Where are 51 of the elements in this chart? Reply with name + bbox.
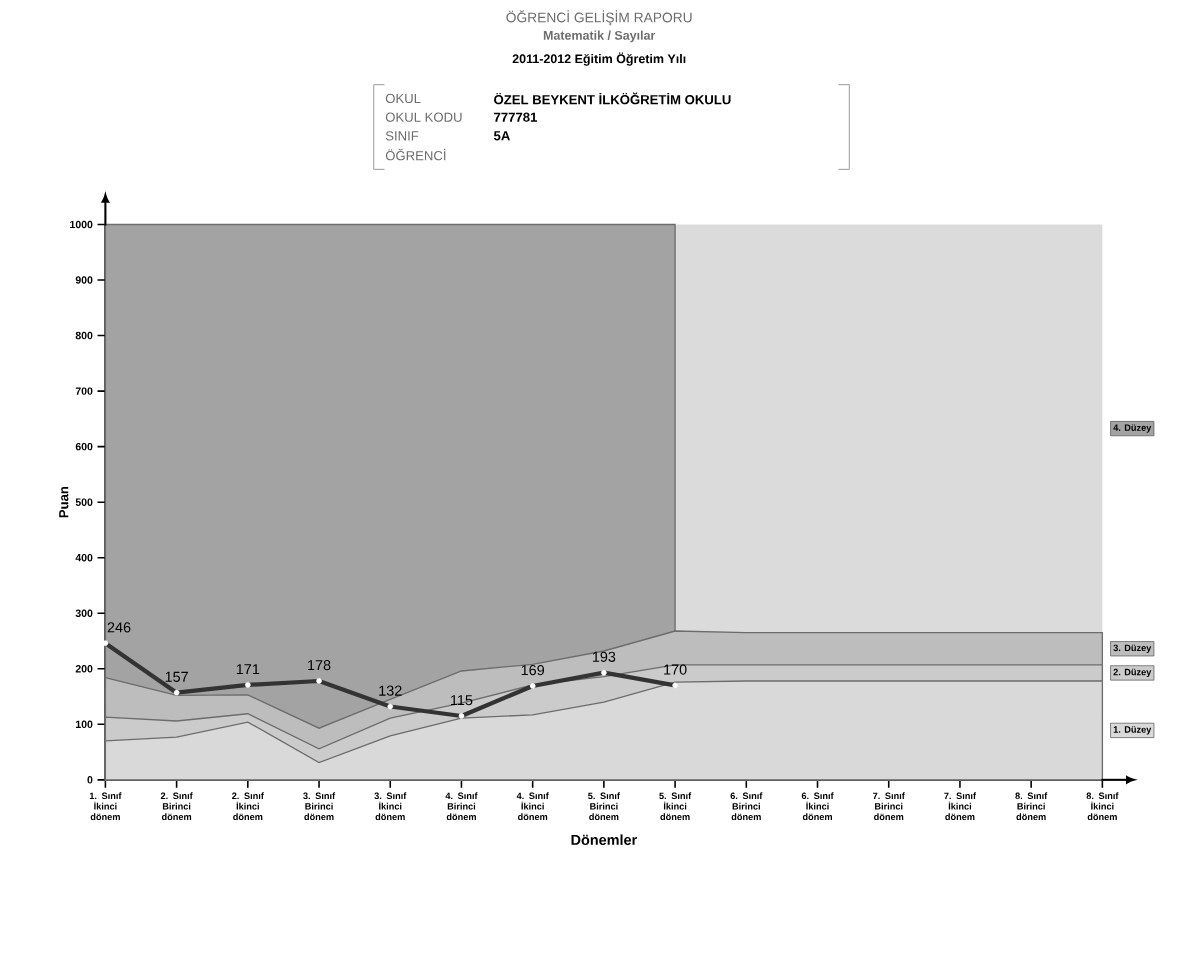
y-axis-title: Puan	[59, 486, 69, 518]
data-label: 115	[451, 695, 473, 706]
y-tick-label: 500	[75, 498, 93, 506]
y-tick-label: 0	[87, 776, 93, 784]
x-tick-label: 7. Sınıf İkinci dönem	[944, 792, 977, 821]
x-tick-label: 8. Sınıf Birinci dönem	[1015, 792, 1048, 821]
series-label: 1. Düzey	[1113, 726, 1152, 735]
text: 4. Düzey	[1113, 424, 1152, 433]
x-tick-label: 1. Sınıf İkinci dönem	[89, 792, 122, 821]
x-tick-label: 5. Sınıf Birinci dönem	[588, 792, 620, 821]
text: OKUL	[385, 93, 421, 104]
x-tick-label: 2. Sınıf İkinci dönem	[232, 792, 264, 821]
data-label: 157	[165, 671, 188, 682]
x-tick-label: 4. Sınıf İkinci dönem	[516, 792, 549, 821]
text: OKUL KODU	[385, 112, 462, 122]
chart-subtitle: Matematik / Sayılar	[543, 30, 656, 43]
x-tick-label: 2. Sınıf Birinci dönem	[160, 792, 193, 821]
data-label: 193	[592, 651, 616, 662]
data-label: 246	[107, 622, 131, 633]
y-tick-label: 1000	[70, 220, 93, 229]
series-label: 3. Düzey	[1113, 644, 1152, 653]
x-tick-label: 5. Sınıf İkinci dönem	[659, 792, 692, 821]
y-tick-label: 100	[76, 720, 93, 729]
y-tick-label: 900	[75, 276, 93, 284]
x-tick-label: 3. Sınıf İkinci dönem	[374, 792, 407, 821]
text: ÖZEL BEYKENT İLKÖĞRETİM OKULU	[494, 92, 731, 105]
series-label: 2. Düzey	[1113, 668, 1152, 678]
y-tick-label: 300	[75, 609, 93, 617]
chart-title: ÖĞRENCİ GELİŞİM RAPORU	[506, 10, 692, 26]
y-tick-label: 700	[75, 387, 93, 395]
data-label: 132	[379, 685, 402, 696]
data-label: 170	[664, 664, 687, 675]
x-tick-label: 6. Sınıf İkinci dönem	[801, 792, 834, 821]
text: 5A	[493, 131, 510, 141]
data-label: 169	[521, 664, 545, 676]
text: 777781	[494, 112, 537, 122]
x-tick-label: 3. Sınıf Birinci dönem	[303, 792, 336, 821]
text: ÖĞRENCİ	[385, 148, 446, 161]
data-label: 171	[236, 664, 260, 675]
y-tick-label: 200	[75, 665, 93, 673]
text: SINIF	[385, 131, 419, 141]
y-tick-label: 800	[75, 331, 93, 340]
x-tick-label: 6. Sınıf Birinci dönem	[730, 792, 763, 821]
y-tick-label: 600	[75, 442, 93, 451]
y-tick-label: 400	[75, 553, 93, 562]
x-tick-label: 4. Sınıf Birinci dönem	[445, 792, 478, 821]
x-tick-label: 7. Sınıf Birinci dönem	[873, 792, 905, 821]
x-axis-title: Dönemler	[571, 834, 637, 845]
data-label: 178	[308, 660, 331, 671]
x-tick-label: 8. Sınıf İkinci dönem	[1086, 792, 1119, 821]
text: 2011-2012 Eğitim Öğretim Yılı	[512, 52, 686, 66]
